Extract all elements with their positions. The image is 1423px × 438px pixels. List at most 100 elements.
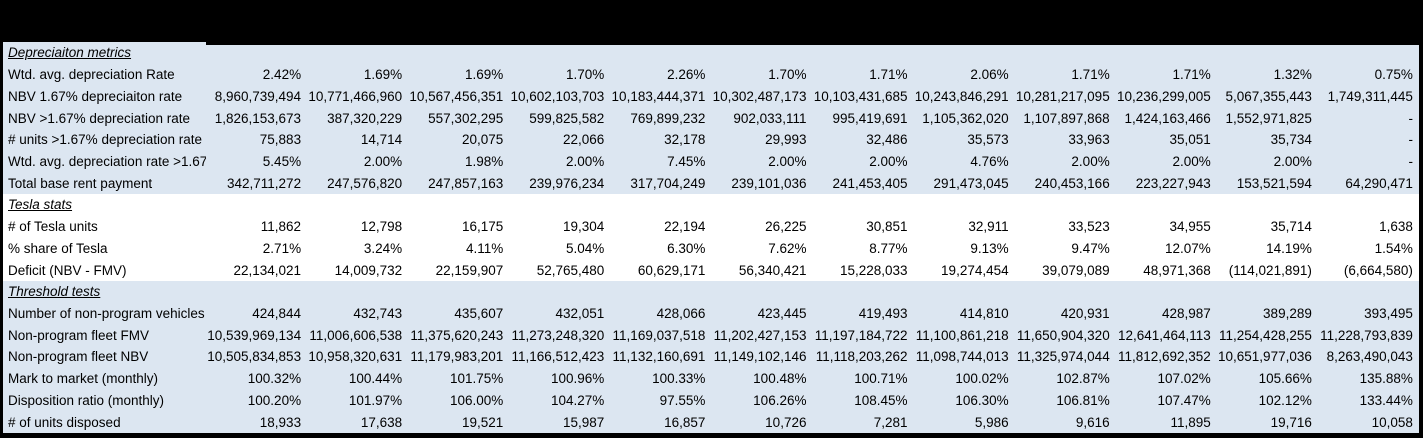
value-cell: 7.62% [768,240,807,256]
value-cell: 104.27% [551,392,605,408]
value-cell: 11,006,606,538 [309,327,403,343]
value-cell: 100.44% [348,371,403,387]
value-cell: 100.20% [247,392,302,408]
value-cell: 107.47% [1157,392,1211,408]
value-cell: 100.33% [652,371,706,387]
row-label: Wtd. avg. depreciation rate >1.67% [8,153,206,169]
value-cell: 11,202,427,153 [713,327,807,343]
value-cell: 35,714 [1270,219,1312,235]
value-cell: 39,079,089 [1042,262,1110,278]
row-label: Mark to market (monthly) [8,371,159,387]
value-cell: 12,641,464,113 [1117,327,1211,343]
value-cell: 1.71% [1071,67,1110,83]
value-cell: 239,976,234 [529,175,605,191]
value-cell: 56,340,421 [738,262,807,278]
value-cell: 10,539,969,134 [207,327,302,343]
value-cell: 11,650,904,320 [1016,327,1110,343]
value-cell: 106.26% [753,392,807,408]
value-cell: 5.04% [566,240,605,256]
value-cell: 14.19% [1266,240,1312,256]
value-cell: 16,175 [461,219,504,235]
value-cell: 6.30% [667,240,706,256]
value-cell: 32,178 [664,132,706,148]
value-cell: 423,445 [757,305,807,321]
section-tesla-stats: Tesla stats # of Tesla units 11,862 12,798 1… [3,194,1419,281]
value-cell: 20,075 [461,132,504,148]
value-cell: 106.30% [955,392,1009,408]
value-cell: 241,453,405 [832,175,908,191]
value-cell: 10,103,431,685 [813,88,908,104]
value-cell: 14,009,732 [334,262,403,278]
table-row: Number of non-program vehicles 424,844 432… [3,303,1419,325]
section-title: Tesla stats [8,197,73,213]
row-label: % share of Tesla [8,240,108,256]
value-cell: 75,883 [259,132,302,148]
value-cell: 102.12% [1258,392,1312,408]
row-label: # of Tesla units [8,219,98,235]
value-cell: 1.32% [1273,67,1312,83]
value-cell: 35,051 [1169,132,1211,148]
value-cell: 2.26% [667,67,706,83]
value-cell: 33,963 [1068,132,1110,148]
value-cell: 105.66% [1258,371,1312,387]
value-cell: 11,895 [1170,414,1211,430]
value-cell: 419,493 [858,305,908,321]
table-row: Total base rent payment 342,711,272 247,57… [3,172,1419,194]
value-cell: 16,857 [664,414,706,430]
value-cell: 26,225 [765,219,807,235]
value-cell: 133.44% [1359,392,1413,408]
value-cell: 769,899,232 [630,110,706,126]
value-cell: 2.00% [869,153,908,169]
value-cell: 12,798 [360,219,403,235]
value-cell: 108.45% [854,392,908,408]
financial-metrics-table: Depreciaiton metrics Wtd. avg. depreciati… [3,42,1419,433]
value-cell: 432,051 [555,305,605,321]
value-cell: 11,179,983,201 [410,349,504,365]
section-depreciation-metrics: Depreciaiton metrics Wtd. avg. depreciati… [3,42,1419,195]
value-cell: 11,149,102,146 [713,349,807,365]
value-cell: 389,289 [1263,305,1312,321]
value-cell: 1,826,153,673 [214,110,302,126]
value-cell: 10,651,977,036 [1218,349,1312,365]
value-cell: 17,638 [360,414,403,430]
value-cell: 101.97% [348,392,403,408]
value-cell: (6,664,580) [1343,262,1413,278]
table-row: # of units disposed 18,933 17,638 19,521 15,… [3,411,1419,433]
value-cell: (114,021,891) [1228,262,1312,278]
value-cell: 0.75% [1374,67,1413,83]
section-title: Depreciaiton metrics [8,45,132,61]
value-cell: 435,607 [454,305,504,321]
table-row: Wtd. avg. depreciation Rate 2.42% 1.69% 1.6… [3,64,1419,86]
row-label: NBV 1.67% depreciaiton rate [8,88,183,104]
value-cell: - [1408,153,1413,169]
value-cell: 342,711,272 [227,175,302,191]
table-row: % share of Tesla 2.71% 3.24% 4.11% 5.04% 6.30… [3,237,1419,259]
value-cell: 2.00% [1172,153,1211,169]
value-cell: 11,273,248,320 [511,327,605,343]
value-cell: 32,911 [968,219,1009,235]
value-cell: 11,100,861,218 [915,327,1009,343]
value-cell: 106.81% [1056,392,1110,408]
value-cell: 10,771,466,960 [308,88,403,104]
value-cell: 97.55% [659,392,706,408]
value-cell: 5.45% [262,153,302,169]
value-cell: 4.76% [970,153,1009,169]
row-label: NBV >1.67% depreciation rate [8,110,190,126]
value-cell: 424,844 [252,305,302,321]
value-cell: 22,159,907 [435,262,504,278]
section-header-row: Tesla stats [3,194,1419,216]
value-cell: 428,987 [1161,305,1211,321]
value-cell: 10,726 [765,414,807,430]
value-cell: 10,058 [1371,414,1413,430]
value-cell: 19,304 [563,219,605,235]
section-threshold-tests: Threshold tests Number of non-program veh… [3,280,1419,433]
value-cell: 420,931 [1060,305,1110,321]
value-cell: 22,066 [563,132,605,148]
value-cell: 19,521 [461,414,504,430]
value-cell: 30,851 [866,219,908,235]
table-row: Deficit (NBV - FMV) 22,134,021 14,009,732 2… [3,259,1419,281]
value-cell: 1.54% [1374,240,1413,256]
value-cell: 1.98% [464,153,504,169]
value-cell: 22,194 [664,219,706,235]
value-cell: 107.02% [1157,371,1211,387]
